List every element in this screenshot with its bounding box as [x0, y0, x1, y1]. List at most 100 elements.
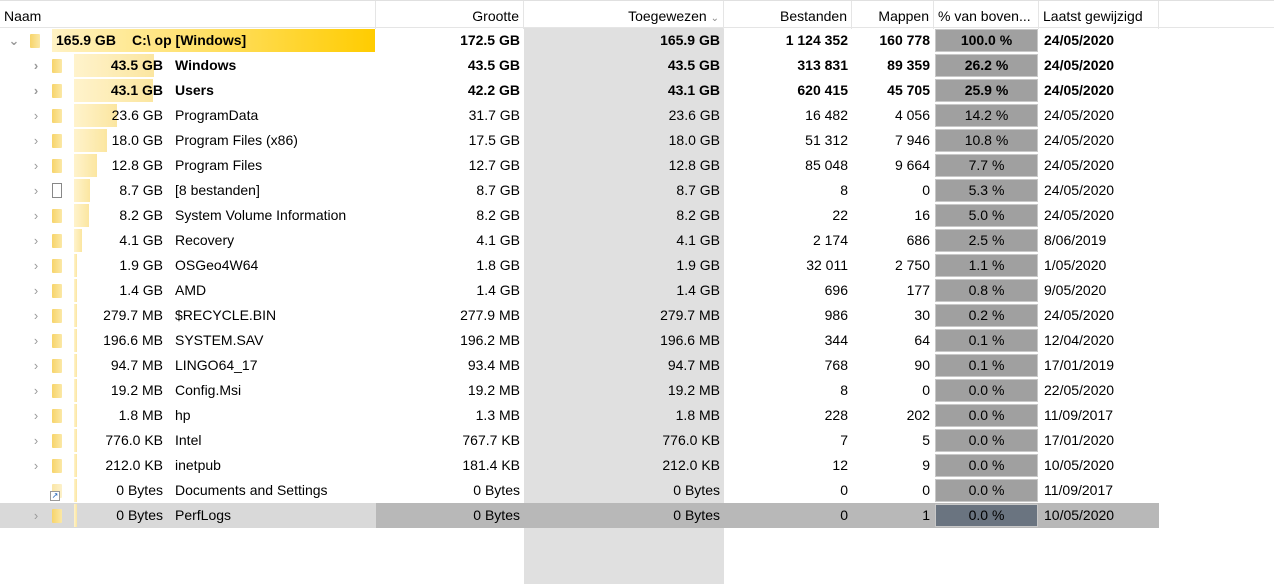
size-label: 165.9 GB [56, 32, 116, 48]
folder-icon [52, 334, 62, 348]
chevron-right-icon[interactable]: › [33, 458, 39, 473]
size-cell: 172.5 GB [460, 32, 520, 48]
item-name: Program Files [175, 157, 263, 173]
chevron-right-icon[interactable]: › [33, 58, 39, 73]
size-cell: 19.2 MB [467, 382, 520, 398]
tree-row[interactable]: › 212.0 KB inetpub 181.4 KB 212.0 KB 12 9 0.0 %… [0, 453, 1158, 478]
tree-row[interactable]: ⌄ 165.9 GB C:\ op [Windows] 172.5 GB 165.9 G… [0, 28, 1158, 53]
chevron-right-icon[interactable]: › [33, 358, 39, 373]
tree-row[interactable]: › 196.6 MB SYSTEM.SAV 196.2 MB 196.6 MB 344 64… [0, 328, 1158, 353]
header-folders-label: Mappen [878, 8, 929, 24]
header-name[interactable]: Naam [0, 1, 376, 29]
percent-label: 5.0 % [968, 207, 1005, 223]
size-bar [74, 404, 77, 427]
tree-row[interactable]: › 23.6 GB ProgramData 31.7 GB 23.6 GB 16 482 4… [0, 103, 1158, 128]
tree-row[interactable]: › 43.1 GB Users 42.2 GB 43.1 GB 620 415 45 705… [0, 78, 1158, 103]
chevron-right-icon[interactable]: › [33, 108, 39, 123]
percent-label: 0.0 % [968, 507, 1005, 523]
chevron-right-icon[interactable]: › [33, 158, 39, 173]
percent-bar: 0.0 % [935, 454, 1038, 477]
tree-row[interactable]: › 0 Bytes PerfLogs 0 Bytes 0 Bytes 0 1 0.0 % 10/… [0, 503, 1159, 528]
size-label: 12.8 GB [111, 157, 163, 173]
item-name: Documents and Settings [175, 482, 328, 498]
chevron-right-icon[interactable]: › [33, 333, 39, 348]
chevron-right-icon[interactable]: › [33, 308, 39, 323]
percent-bar: 0.0 % [935, 429, 1038, 452]
chevron-right-icon[interactable]: › [33, 383, 39, 398]
tree-row[interactable]: › 1.4 GB AMD 1.4 GB 1.4 GB 696 177 0.8 % 9/05/20… [0, 278, 1158, 303]
header-files[interactable]: Bestanden [724, 1, 852, 29]
folders-cell: 0 [922, 182, 930, 198]
size-bar [74, 429, 77, 452]
chevron-right-icon[interactable]: › [33, 133, 39, 148]
chevron-right-icon[interactable]: › [33, 183, 39, 198]
header-allocated[interactable]: Toegewezen ⌄ [524, 1, 724, 29]
chevron-right-icon[interactable]: › [33, 433, 39, 448]
tree-row[interactable]: › 43.5 GB Windows 43.5 GB 43.5 GB 313 831 89 3… [0, 53, 1158, 78]
item-name: Config.Msi [175, 382, 242, 398]
chevron-right-icon[interactable]: › [33, 408, 39, 423]
percent-label: 0.0 % [968, 432, 1005, 448]
allocated-cell: 196.6 MB [660, 332, 720, 348]
tree-row[interactable]: › 8.7 GB [8 bestanden] 8.7 GB 8.7 GB 8 0 5.3 % 2… [0, 178, 1158, 203]
allocated-cell: 0 Bytes [524, 503, 724, 528]
tree-row[interactable]: › 1.8 MB hp 1.3 MB 1.8 MB 228 202 0.0 % 11/09/20… [0, 403, 1158, 428]
chevron-right-icon[interactable]: › [33, 83, 39, 98]
sort-chevron-down-icon: ⌄ [710, 13, 719, 24]
tree-row[interactable]: › 1.9 GB OSGeo4W64 1.8 GB 1.9 GB 32 011 2 750 1… [0, 253, 1158, 278]
chevron-right-icon[interactable]: › [33, 258, 39, 273]
folder-icon [52, 159, 62, 173]
chevron-right-icon[interactable]: › [33, 233, 39, 248]
size-label: 279.7 MB [103, 307, 163, 323]
chevron-right-icon[interactable]: › [33, 208, 39, 223]
column-header: Naam Grootte Toegewezen ⌄ Bestanden Mapp… [0, 0, 1274, 29]
tree-row[interactable]: › 94.7 MB LINGO64_17 93.4 MB 94.7 MB 768 90 0.1… [0, 353, 1158, 378]
tree-row[interactable]: › 18.0 GB Program Files (x86) 17.5 GB 18.0 G… [0, 128, 1158, 153]
tree-row[interactable]: › 776.0 KB Intel 767.7 KB 776.0 KB 7 5 0.0 % 17/… [0, 428, 1158, 453]
size-bar [74, 354, 77, 377]
size-bar [74, 179, 91, 202]
shortcut-arrow-icon: ↗ [50, 491, 60, 501]
allocated-cell: 19.2 MB [667, 382, 720, 398]
tree-row[interactable]: › 4.1 GB Recovery 4.1 GB 4.1 GB 2 174 686 2.5 %… [0, 228, 1158, 253]
size-cell: 767.7 KB [462, 432, 520, 448]
allocated-cell: 12.8 GB [668, 157, 720, 173]
files-cell: 8 [840, 382, 848, 398]
tree-row[interactable]: › 12.8 GB Program Files 12.7 GB 12.8 GB 85 04… [0, 153, 1158, 178]
size-cell: 43.5 GB [467, 57, 520, 73]
allocated-cell: 94.7 MB [667, 357, 720, 373]
chevron-down-icon[interactable]: ⌄ [8, 33, 20, 48]
header-modified[interactable]: Laatst gewijzigd [1039, 1, 1159, 29]
item-name: OSGeo4W64 [175, 257, 259, 273]
sorted-column-background [524, 28, 724, 584]
allocated-cell: 0 Bytes [673, 482, 720, 498]
allocated-cell: 1.4 GB [676, 282, 720, 298]
tree-row[interactable]: › 279.7 MB $RECYCLE.BIN 277.9 MB 279.7 MB 986… [0, 303, 1158, 328]
item-name: Users [175, 82, 214, 98]
modified-cell: 24/05/2020 [1044, 57, 1115, 73]
header-percent[interactable]: % van boven... [934, 1, 1039, 29]
folders-cell: 9 [922, 457, 930, 473]
tree-row[interactable]: › 8.2 GB System Volume Information 8.2 GB 8.… [0, 203, 1158, 228]
chevron-right-icon[interactable]: › [33, 508, 39, 523]
modified-cell: 24/05/2020 [1044, 82, 1115, 98]
modified-cell: 8/06/2019 [1044, 232, 1107, 248]
size-cell: 1.3 MB [475, 407, 520, 423]
folders-cell: 5 [922, 432, 930, 448]
header-size[interactable]: Grootte [376, 1, 524, 29]
modified-cell: 24/05/2020 [1044, 182, 1115, 198]
tree-row[interactable]: › 19.2 MB Config.Msi 19.2 MB 19.2 MB 8 0 0.0 % 2… [0, 378, 1158, 403]
folder-icon [52, 284, 62, 298]
folder-icon [52, 259, 62, 273]
percent-label: 0.0 % [968, 407, 1005, 423]
allocated-cell: 279.7 MB [660, 307, 720, 323]
modified-cell: 24/05/2020 [1044, 32, 1115, 48]
size-bar [74, 79, 153, 102]
header-folders[interactable]: Mappen [852, 1, 934, 29]
chevron-right-icon[interactable]: › [33, 283, 39, 298]
modified-cell: 9/05/2020 [1044, 282, 1107, 298]
tree-row[interactable]: ↗ 0 Bytes Documents and Settings 0 Bytes 0 B… [0, 478, 1158, 503]
folders-cell: 4 056 [894, 107, 930, 123]
folder-icon [52, 209, 62, 223]
size-bar [74, 129, 107, 152]
